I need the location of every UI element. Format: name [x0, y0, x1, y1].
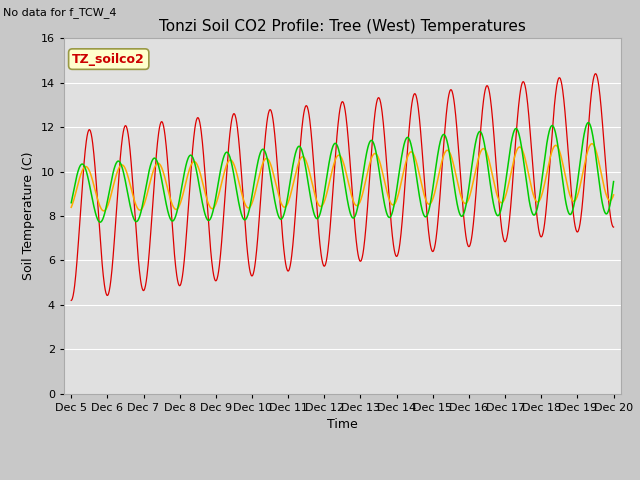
Legend: -2cm, -4cm, -8cm: -2cm, -4cm, -8cm — [204, 478, 481, 480]
Title: Tonzi Soil CO2 Profile: Tree (West) Temperatures: Tonzi Soil CO2 Profile: Tree (West) Temp… — [159, 20, 526, 35]
X-axis label: Time: Time — [327, 418, 358, 431]
Text: No data for f_TCW_4: No data for f_TCW_4 — [3, 7, 116, 18]
Text: TZ_soilco2: TZ_soilco2 — [72, 53, 145, 66]
Y-axis label: Soil Temperature (C): Soil Temperature (C) — [22, 152, 35, 280]
